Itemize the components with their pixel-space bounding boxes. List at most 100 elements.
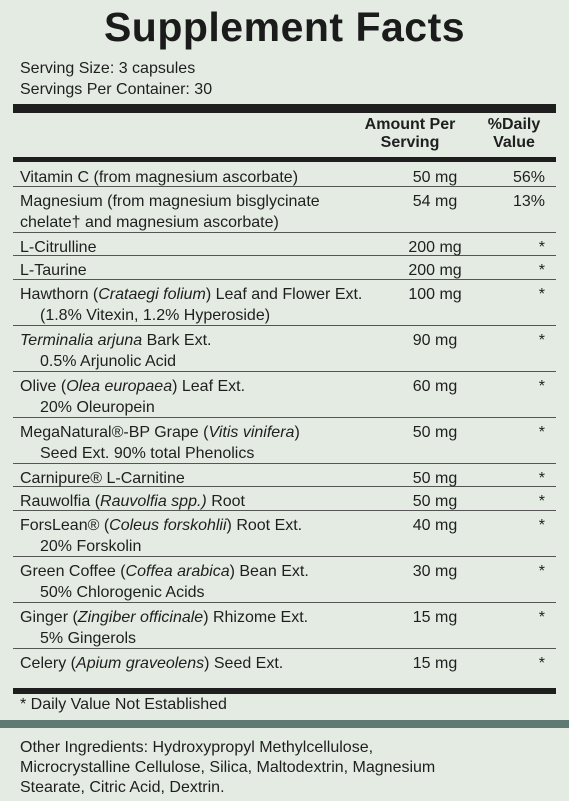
table-row: Rauwolfia (Rauvolfia spp.) Root 50 mg * bbox=[13, 487, 556, 511]
ingredient-text: Olea europaea bbox=[66, 377, 173, 395]
other-ingredients: Other Ingredients: Hydroxypropyl Methylc… bbox=[20, 738, 555, 798]
ingredient-name: L-Citrulline bbox=[20, 237, 380, 258]
ingredient-name: Ginger (Zingiber officinale) Rhizome Ext… bbox=[20, 607, 380, 649]
amount-per-serving: 50 mg bbox=[412, 493, 458, 510]
divider-band bbox=[0, 720, 569, 728]
ingredient-text: ) Leaf and Flower Ext. bbox=[205, 285, 363, 303]
other-ingredients-line: Stearate, Citric Acid, Dextrin. bbox=[20, 779, 225, 796]
ingredient-text: Zingiber officinale bbox=[77, 608, 204, 626]
ingredient-text: (1.8% Vitexin, 1.2% Hyperoside) bbox=[40, 306, 271, 324]
ingredient-name: ForsLean® (Coleus forskohlii) Root Ext. 2… bbox=[20, 515, 380, 557]
daily-value-percent: * bbox=[538, 423, 545, 441]
table-row: Olive (Olea europaea) Leaf Ext. 20% Oleur… bbox=[13, 372, 556, 418]
amount-per-serving-header: Amount Per Serving bbox=[364, 116, 456, 151]
ingredient-text: Terminalia arjuna bbox=[20, 331, 143, 349]
header-thick-rule bbox=[13, 157, 556, 162]
ingredient-text: Seed Ext. 90% total Phenolics bbox=[40, 444, 255, 462]
ingredient-text: Vitis vinifera bbox=[208, 423, 295, 441]
ingredient-text: Vitamin C (from magnesium ascorbate) bbox=[20, 169, 299, 186]
amount-per-serving: 90 mg bbox=[412, 331, 458, 349]
ingredient-text: ) Rhizome Ext. bbox=[203, 608, 309, 626]
daily-value-percent: * bbox=[538, 654, 545, 672]
ingredient-text: ) Leaf Ext. bbox=[172, 377, 246, 395]
ingredient-text: Green Coffee ( bbox=[20, 562, 126, 580]
ingredient-text: MegaNatural®-BP Grape ( bbox=[20, 423, 209, 441]
ingredient-text: L-Taurine bbox=[20, 262, 87, 279]
ingredient-name: MegaNatural®-BP Grape (Vitis vinifera) Se… bbox=[20, 422, 380, 464]
amount-per-serving: 100 mg bbox=[408, 285, 462, 303]
ingredient-name: Hawthorn (Crataegi folium) Leaf and Flow… bbox=[20, 284, 380, 326]
amount-per-serving: 30 mg bbox=[412, 562, 458, 580]
ingredient-text: ForsLean® ( bbox=[20, 516, 110, 534]
ingredient-text: Rauvolfia spp.) bbox=[100, 493, 207, 510]
table-row: L-Taurine 200 mg * bbox=[13, 256, 556, 280]
table-row: ForsLean® (Coleus forskohlii) Root Ext. 2… bbox=[13, 511, 556, 557]
amount-per-serving: 200 mg bbox=[408, 262, 462, 279]
ingredient-name: L-Taurine bbox=[20, 260, 380, 281]
ingredient-name: Vitamin C (from magnesium ascorbate) bbox=[20, 167, 380, 188]
table-row: Magnesium (from magnesium bisglycinate ch… bbox=[13, 187, 556, 233]
serving-size: Serving Size: 3 capsules bbox=[20, 60, 196, 77]
ingredient-text: Ginger ( bbox=[20, 608, 78, 626]
ingredient-text: ) Root Ext. bbox=[226, 516, 303, 534]
daily-value-percent: * bbox=[538, 469, 545, 487]
ingredient-text: Coffea arabica bbox=[125, 562, 230, 580]
table-row: Vitamin C (from magnesium ascorbate) 50 m… bbox=[13, 163, 556, 187]
amount-per-serving: 40 mg bbox=[412, 516, 458, 534]
ingredient-text: Rauwolfia ( bbox=[20, 493, 101, 510]
ingredient-text: 50% Chlorogenic Acids bbox=[40, 583, 205, 601]
ingredient-text: 20% Oleuropein bbox=[40, 398, 155, 416]
table-row: Green Coffee (Coffea arabica) Bean Ext. 5… bbox=[13, 557, 556, 603]
ingredient-text: Root bbox=[206, 493, 245, 510]
ingredient-text: Celery ( bbox=[20, 654, 77, 672]
ingredient-text: 20% Forskolin bbox=[40, 537, 142, 555]
table-row: Hawthorn (Crataegi folium) Leaf and Flow… bbox=[13, 280, 556, 326]
table-row: L-Citrulline 200 mg * bbox=[13, 233, 556, 258]
ingredient-text: 5% Gingerols bbox=[40, 629, 137, 647]
table-row: Carnipure® L-Carnitine 50 mg * bbox=[13, 464, 556, 489]
ingredient-text: 0.5% Arjunolic Acid bbox=[40, 352, 177, 370]
ingredient-text: L-Citrulline bbox=[20, 238, 97, 256]
amount-per-serving: 15 mg bbox=[412, 654, 458, 672]
ingredient-text: Bark Ext. bbox=[142, 331, 212, 349]
ingredient-text: Carnipure® L-Carnitine bbox=[20, 469, 185, 487]
ingredient-text: Crataegi folium bbox=[98, 285, 206, 303]
daily-value-percent: 56% bbox=[512, 169, 545, 186]
daily-value-percent: * bbox=[538, 493, 545, 510]
ingredient-name: Carnipure® L-Carnitine bbox=[20, 468, 380, 489]
ingredient-name: Olive (Olea europaea) Leaf Ext. 20% Oleur… bbox=[20, 376, 380, 418]
amount-per-serving: 15 mg bbox=[412, 608, 458, 626]
nutrient-table: Vitamin C (from magnesium ascorbate) 50 m… bbox=[13, 163, 556, 672]
ingredient-name: Terminalia arjuna Bark Ext. 0.5% Arjunoli… bbox=[20, 330, 380, 372]
other-ingredients-line: Microcrystalline Cellulose, Silica, Malt… bbox=[20, 759, 436, 776]
table-row: Terminalia arjuna Bark Ext. 0.5% Arjunoli… bbox=[13, 326, 556, 372]
top-thick-rule bbox=[13, 104, 556, 113]
daily-value-percent: * bbox=[538, 331, 545, 349]
daily-value-percent: * bbox=[538, 238, 545, 256]
amount-per-serving: 50 mg bbox=[412, 469, 458, 487]
servings-per-container: Servings Per Container: 30 bbox=[20, 81, 213, 98]
ingredient-text: Apium graveolens bbox=[76, 654, 205, 672]
daily-value-percent: * bbox=[538, 608, 545, 626]
daily-value-percent: * bbox=[538, 262, 545, 279]
table-row: Celery (Apium graveolens) Seed Ext. 15 mg… bbox=[13, 649, 556, 673]
daily-value-footnote: * Daily Value Not Established bbox=[20, 696, 227, 713]
daily-value-percent: * bbox=[538, 377, 545, 395]
ingredient-text: Hawthorn ( bbox=[20, 285, 99, 303]
daily-value-header: %Daily Value bbox=[487, 116, 541, 151]
ingredient-text: Olive ( bbox=[20, 377, 67, 395]
daily-value-percent: 13% bbox=[512, 192, 545, 210]
table-row: Ginger (Zingiber officinale) Rhizome Ext… bbox=[13, 603, 556, 649]
ingredient-name: Magnesium (from magnesium bisglycinate ch… bbox=[20, 191, 380, 233]
ingredient-text: Magnesium (from magnesium bisglycinate bbox=[20, 192, 320, 210]
other-ingredients-line: Other Ingredients: Hydroxypropyl Methylc… bbox=[20, 739, 374, 756]
daily-value-percent: * bbox=[538, 562, 545, 580]
ingredient-name: Celery (Apium graveolens) Seed Ext. bbox=[20, 653, 380, 674]
ingredient-text: ) Seed Ext. bbox=[204, 654, 284, 672]
bottom-thick-rule bbox=[13, 688, 556, 694]
amount-per-serving: 200 mg bbox=[408, 238, 462, 256]
panel-title: Supplement Facts bbox=[103, 4, 466, 50]
table-row: MegaNatural®-BP Grape (Vitis vinifera) Se… bbox=[13, 418, 556, 464]
ingredient-name: Green Coffee (Coffea arabica) Bean Ext. 5… bbox=[20, 561, 380, 603]
